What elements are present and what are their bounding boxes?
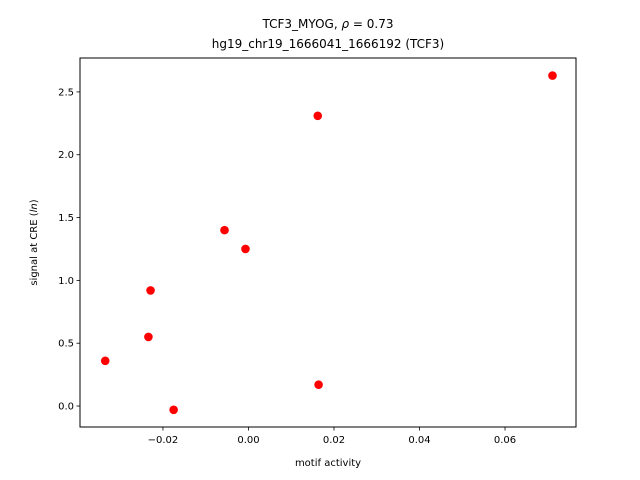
- chart-title-line1: TCF3_MYOG, ρ = 0.73: [262, 17, 394, 31]
- data-point: [548, 71, 557, 80]
- data-points: [100, 71, 557, 415]
- x-tick-label: 0.02: [323, 435, 345, 446]
- data-point: [146, 286, 155, 295]
- y-tick-label: 2.0: [58, 150, 74, 161]
- y-axis-label: signal at CRE (ln): [29, 199, 40, 285]
- x-tick-label: −0.02: [148, 435, 179, 446]
- y-tick-label: 1.5: [58, 213, 74, 224]
- x-axis-label: motif activity: [295, 458, 361, 469]
- x-tick-label: 0.04: [408, 435, 430, 446]
- data-point: [241, 244, 250, 254]
- y-tick-label: 2.5: [58, 87, 74, 98]
- data-point: [220, 225, 229, 235]
- x-tick-label: 0.06: [494, 435, 516, 446]
- data-point: [100, 356, 110, 366]
- y-tick-label: 1.0: [58, 276, 74, 287]
- plot-frame: [79, 57, 577, 428]
- y-tick-label: 0.5: [58, 339, 74, 350]
- y-tick-label: 0.0: [58, 402, 74, 413]
- chart-title-line2: hg19_chr19_1666041_1666192 (TCF3): [212, 37, 445, 51]
- data-point: [144, 332, 153, 342]
- data-point: [314, 380, 323, 389]
- data-point: [169, 405, 178, 415]
- axis-ticks: −0.02 0.00 0.02 0.04 0.06 0.0 0.5 1.0 1.5 2.0 2.5: [58, 87, 516, 446]
- x-tick-label: 0.00: [237, 435, 259, 446]
- data-point: [313, 111, 323, 121]
